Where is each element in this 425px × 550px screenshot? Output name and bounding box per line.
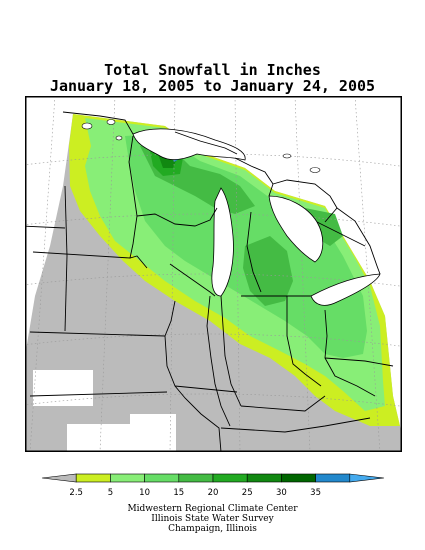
map-title-line2: January 18, 2005 to January 24, 2005 (49, 77, 376, 95)
nodata-patch-s1 (67, 424, 133, 452)
legend-swatch (212, 473, 248, 483)
lake-michigan (211, 187, 234, 297)
legend-label: 20 (208, 488, 219, 498)
legend-swatch (110, 473, 145, 483)
credit-line2: Illinois State Water Survey (151, 514, 274, 524)
credit-line3: Champaign, Illinois (168, 524, 257, 534)
legend-label: 5 (108, 488, 113, 498)
legend-swatch (315, 473, 351, 483)
legend-swatch (41, 473, 77, 483)
snowfall-legend: 2.5 5 10 15 20 25 30 35 (41, 473, 385, 498)
legend-swatch (178, 473, 214, 483)
map-title-line1: Total Snowfall in Inches (104, 61, 321, 79)
lake-huron (268, 195, 324, 263)
nodata-patch-s2 (130, 414, 176, 452)
great-lakes (132, 128, 381, 306)
credit-line1: Midwestern Regional Climate Center (127, 504, 298, 514)
legend-label: 25 (242, 488, 253, 498)
canada-border (62, 111, 366, 247)
legend-swatch (281, 473, 316, 483)
legend-swatch (349, 473, 385, 483)
legend-label: 10 (139, 488, 150, 498)
small-lakes (81, 119, 321, 173)
legend-label: 2.5 (69, 488, 83, 498)
lake-superior (132, 128, 246, 161)
legend-label: 15 (173, 488, 184, 498)
legend-swatch (144, 473, 180, 483)
nodata-patch-sw (33, 370, 93, 406)
legend-label: 35 (310, 488, 321, 498)
area-snow-15-michigan (243, 236, 293, 306)
map-border (25, 96, 402, 452)
legend-label: 30 (276, 488, 287, 498)
legend-swatch (75, 473, 111, 483)
lake-erie (310, 273, 381, 306)
state-boundaries (25, 135, 394, 452)
legend-swatch (246, 473, 282, 483)
snowfall-map (25, 96, 402, 452)
